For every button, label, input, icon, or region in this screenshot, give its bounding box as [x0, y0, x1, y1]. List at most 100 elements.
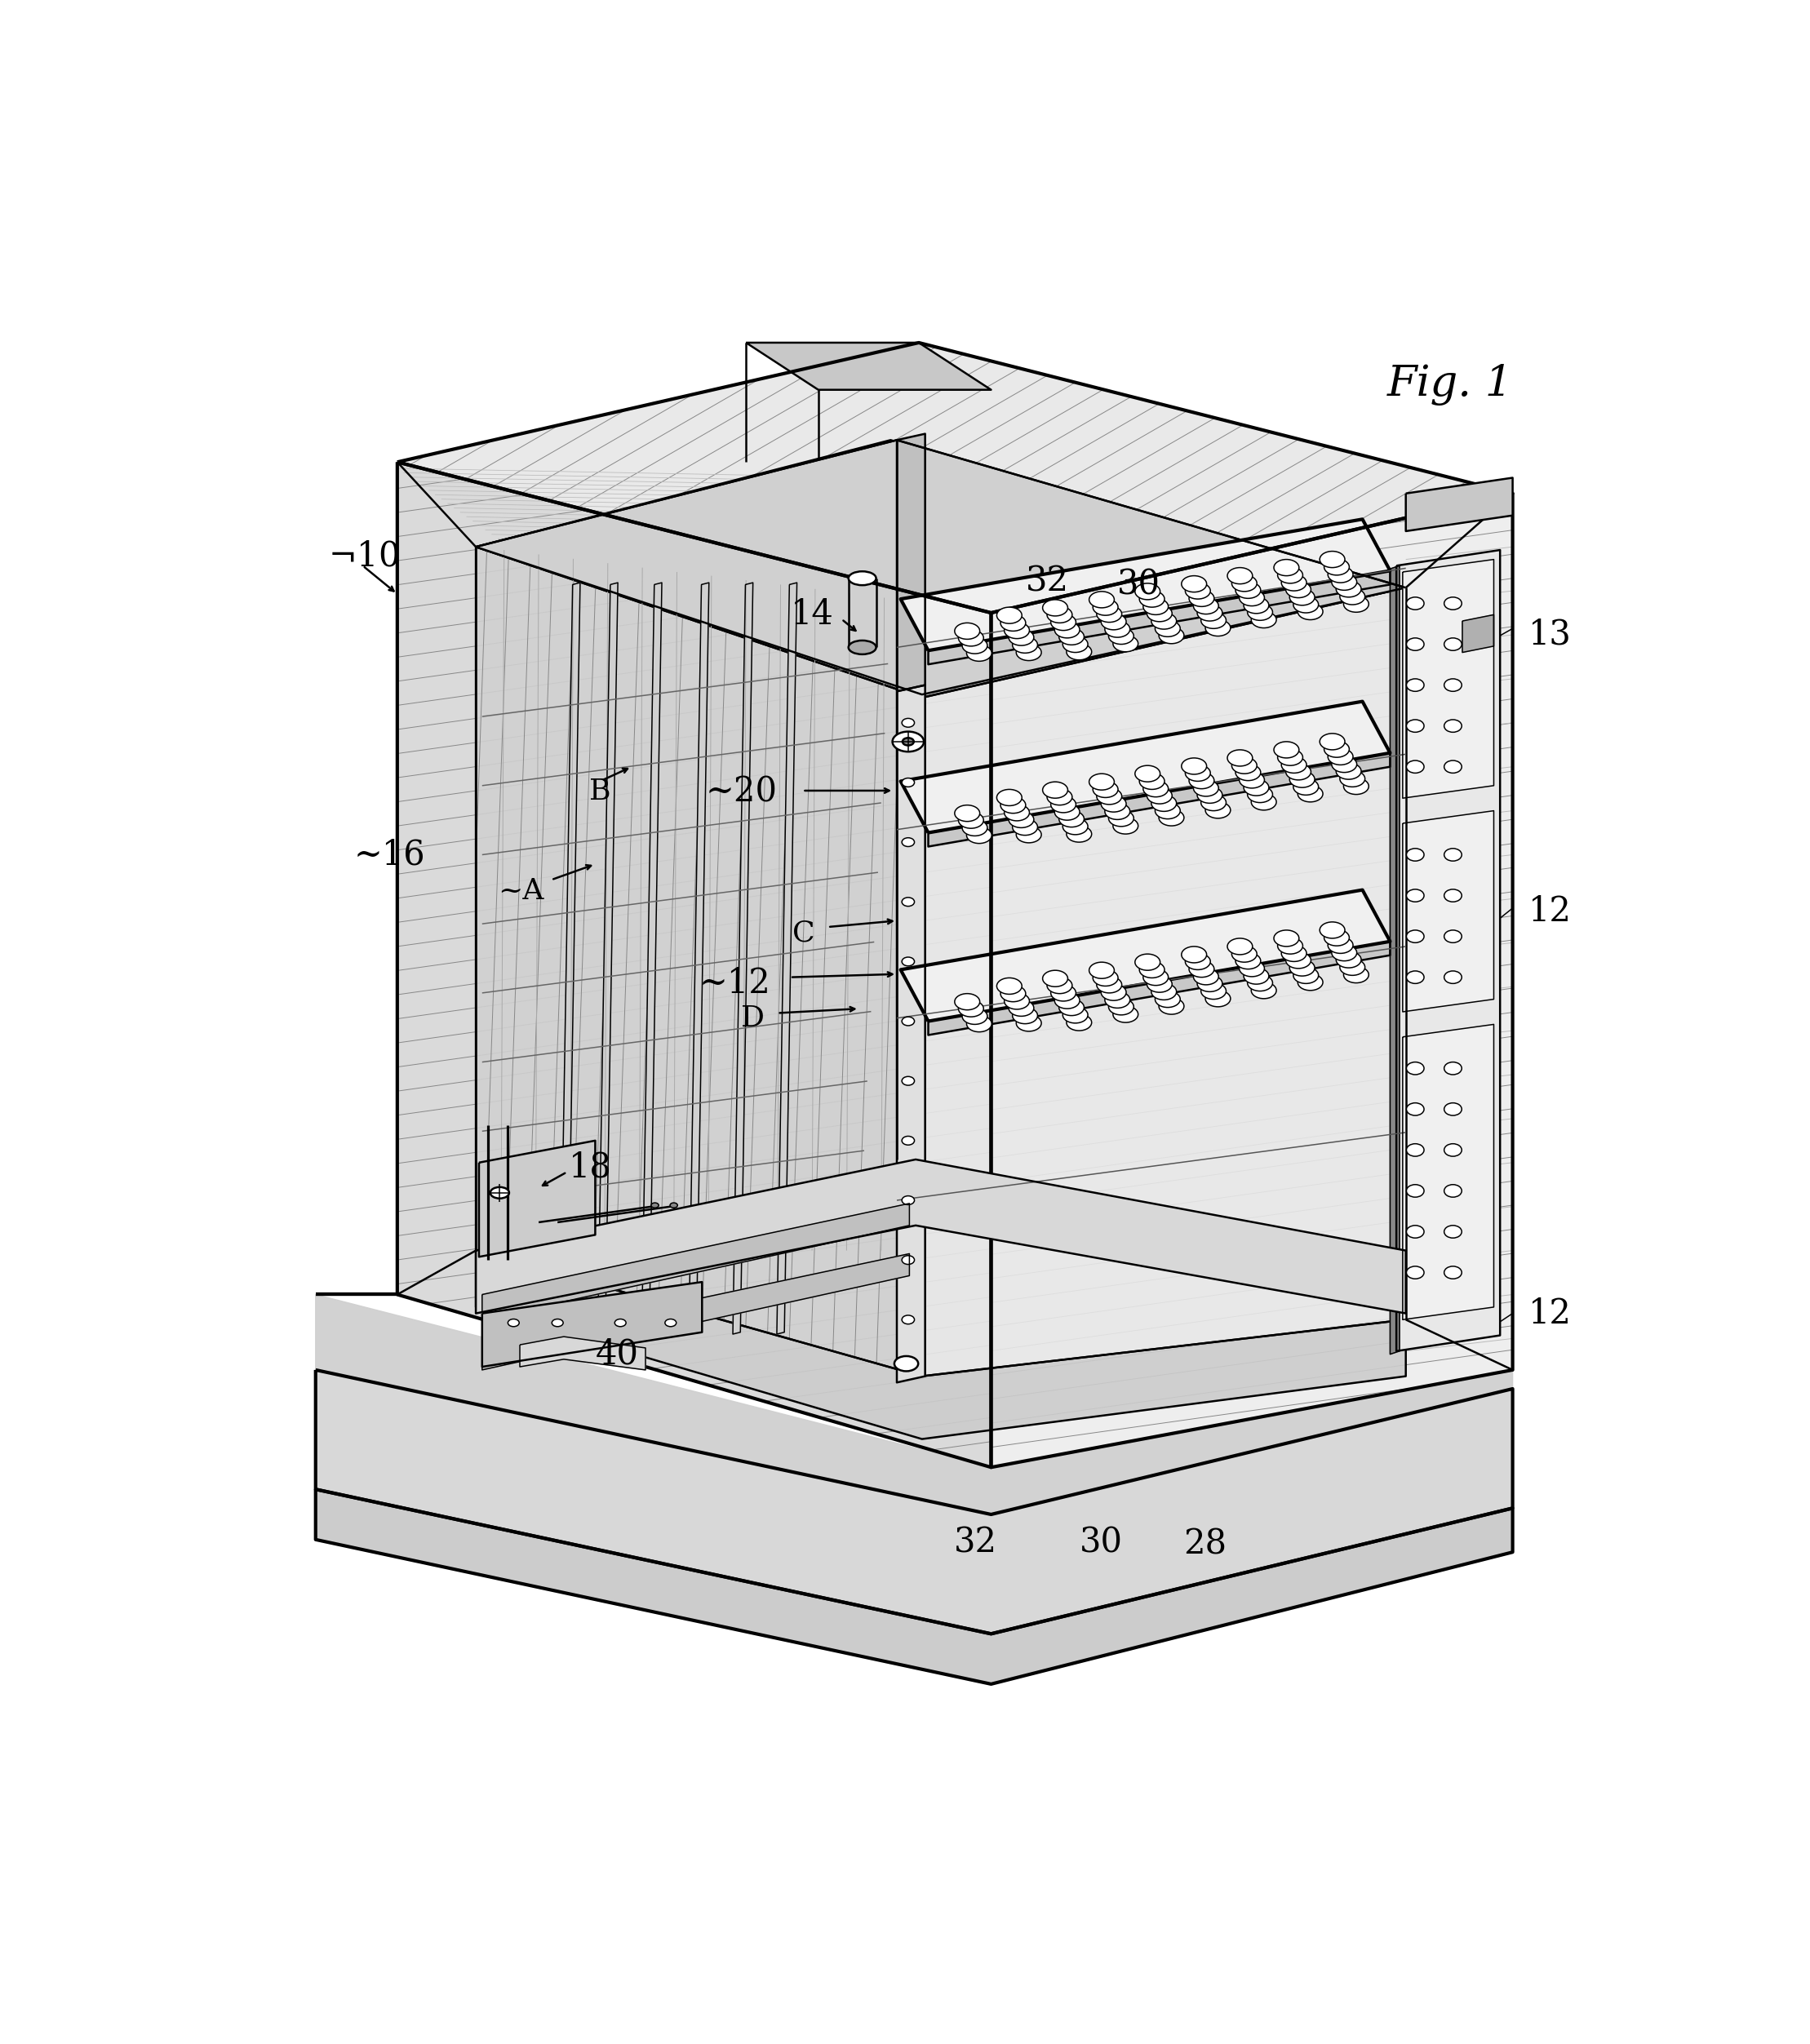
Ellipse shape — [1406, 719, 1424, 732]
Ellipse shape — [1005, 621, 1030, 638]
Ellipse shape — [1055, 621, 1081, 638]
Ellipse shape — [1193, 969, 1218, 985]
Ellipse shape — [1100, 613, 1126, 630]
Ellipse shape — [1148, 605, 1173, 621]
Ellipse shape — [1001, 615, 1026, 632]
Ellipse shape — [1205, 991, 1231, 1008]
Ellipse shape — [652, 1202, 659, 1208]
Ellipse shape — [1406, 1226, 1424, 1239]
Ellipse shape — [1100, 795, 1126, 811]
Polygon shape — [992, 493, 1513, 1468]
Text: $\neg$10: $\neg$10 — [328, 540, 400, 574]
Ellipse shape — [1113, 636, 1138, 652]
Ellipse shape — [1151, 795, 1176, 811]
Ellipse shape — [1240, 773, 1265, 789]
Ellipse shape — [1151, 613, 1176, 630]
Ellipse shape — [1015, 826, 1041, 842]
Ellipse shape — [1294, 779, 1318, 795]
Ellipse shape — [1090, 963, 1115, 979]
Ellipse shape — [1062, 1008, 1088, 1024]
Ellipse shape — [1274, 930, 1300, 946]
Text: ~12: ~12 — [699, 967, 771, 1002]
Ellipse shape — [1158, 809, 1184, 826]
Ellipse shape — [1444, 889, 1462, 901]
Ellipse shape — [1406, 889, 1424, 901]
Ellipse shape — [1097, 789, 1122, 805]
Ellipse shape — [1189, 773, 1215, 789]
Polygon shape — [690, 583, 710, 1335]
Ellipse shape — [1135, 955, 1160, 971]
Ellipse shape — [1052, 613, 1075, 630]
Ellipse shape — [1406, 1104, 1424, 1116]
Ellipse shape — [1336, 762, 1361, 779]
Ellipse shape — [1233, 758, 1256, 775]
Ellipse shape — [491, 1188, 509, 1198]
Ellipse shape — [1135, 583, 1160, 599]
Ellipse shape — [1196, 975, 1222, 991]
Text: ~20: ~20 — [706, 775, 778, 809]
Ellipse shape — [1294, 967, 1318, 983]
Ellipse shape — [1233, 946, 1256, 963]
Ellipse shape — [901, 1255, 914, 1265]
Ellipse shape — [1329, 748, 1354, 764]
Ellipse shape — [1104, 621, 1129, 638]
Ellipse shape — [1236, 953, 1260, 969]
Ellipse shape — [1406, 930, 1424, 942]
Polygon shape — [901, 519, 1390, 650]
Polygon shape — [1390, 566, 1399, 1355]
Ellipse shape — [892, 732, 923, 752]
Ellipse shape — [1444, 719, 1462, 732]
Ellipse shape — [997, 789, 1023, 805]
Ellipse shape — [1332, 944, 1358, 961]
Ellipse shape — [1289, 959, 1314, 975]
Ellipse shape — [1285, 764, 1310, 781]
Ellipse shape — [552, 1318, 563, 1327]
Ellipse shape — [1243, 779, 1269, 795]
Text: 28: 28 — [1184, 1527, 1227, 1562]
Polygon shape — [519, 1337, 646, 1369]
Ellipse shape — [954, 623, 979, 640]
Ellipse shape — [901, 1077, 914, 1085]
Ellipse shape — [1274, 742, 1300, 758]
Ellipse shape — [1144, 969, 1167, 985]
Ellipse shape — [1093, 969, 1119, 985]
Text: 13: 13 — [1528, 617, 1571, 652]
Ellipse shape — [1043, 599, 1068, 615]
Ellipse shape — [1406, 638, 1424, 650]
Ellipse shape — [1196, 787, 1222, 803]
Ellipse shape — [967, 644, 992, 660]
Ellipse shape — [1046, 789, 1072, 805]
Ellipse shape — [1144, 781, 1167, 797]
Ellipse shape — [1108, 628, 1133, 644]
Polygon shape — [1403, 560, 1493, 797]
Ellipse shape — [1059, 1000, 1084, 1016]
Ellipse shape — [1233, 574, 1256, 591]
Ellipse shape — [1158, 997, 1184, 1014]
Polygon shape — [481, 1253, 909, 1369]
Text: B: B — [588, 779, 610, 805]
Ellipse shape — [1274, 560, 1300, 576]
Polygon shape — [559, 583, 581, 1335]
Ellipse shape — [1182, 758, 1207, 775]
Ellipse shape — [1406, 1063, 1424, 1075]
Ellipse shape — [1227, 938, 1253, 955]
Ellipse shape — [1281, 756, 1307, 773]
Text: Fig. 1: Fig. 1 — [1386, 364, 1513, 405]
Ellipse shape — [1278, 938, 1303, 955]
Ellipse shape — [1113, 1006, 1138, 1022]
Polygon shape — [929, 942, 1390, 1034]
Ellipse shape — [1205, 619, 1231, 636]
Ellipse shape — [1202, 983, 1225, 1000]
Polygon shape — [315, 1294, 1513, 1637]
Ellipse shape — [1100, 983, 1126, 1000]
Ellipse shape — [1138, 591, 1164, 607]
Ellipse shape — [1193, 781, 1218, 797]
Ellipse shape — [1444, 1226, 1462, 1239]
Ellipse shape — [963, 638, 986, 654]
Polygon shape — [476, 1251, 1406, 1439]
Ellipse shape — [1104, 991, 1129, 1008]
Ellipse shape — [997, 607, 1023, 623]
Ellipse shape — [1247, 975, 1272, 991]
Ellipse shape — [967, 828, 992, 844]
Ellipse shape — [670, 1202, 677, 1208]
